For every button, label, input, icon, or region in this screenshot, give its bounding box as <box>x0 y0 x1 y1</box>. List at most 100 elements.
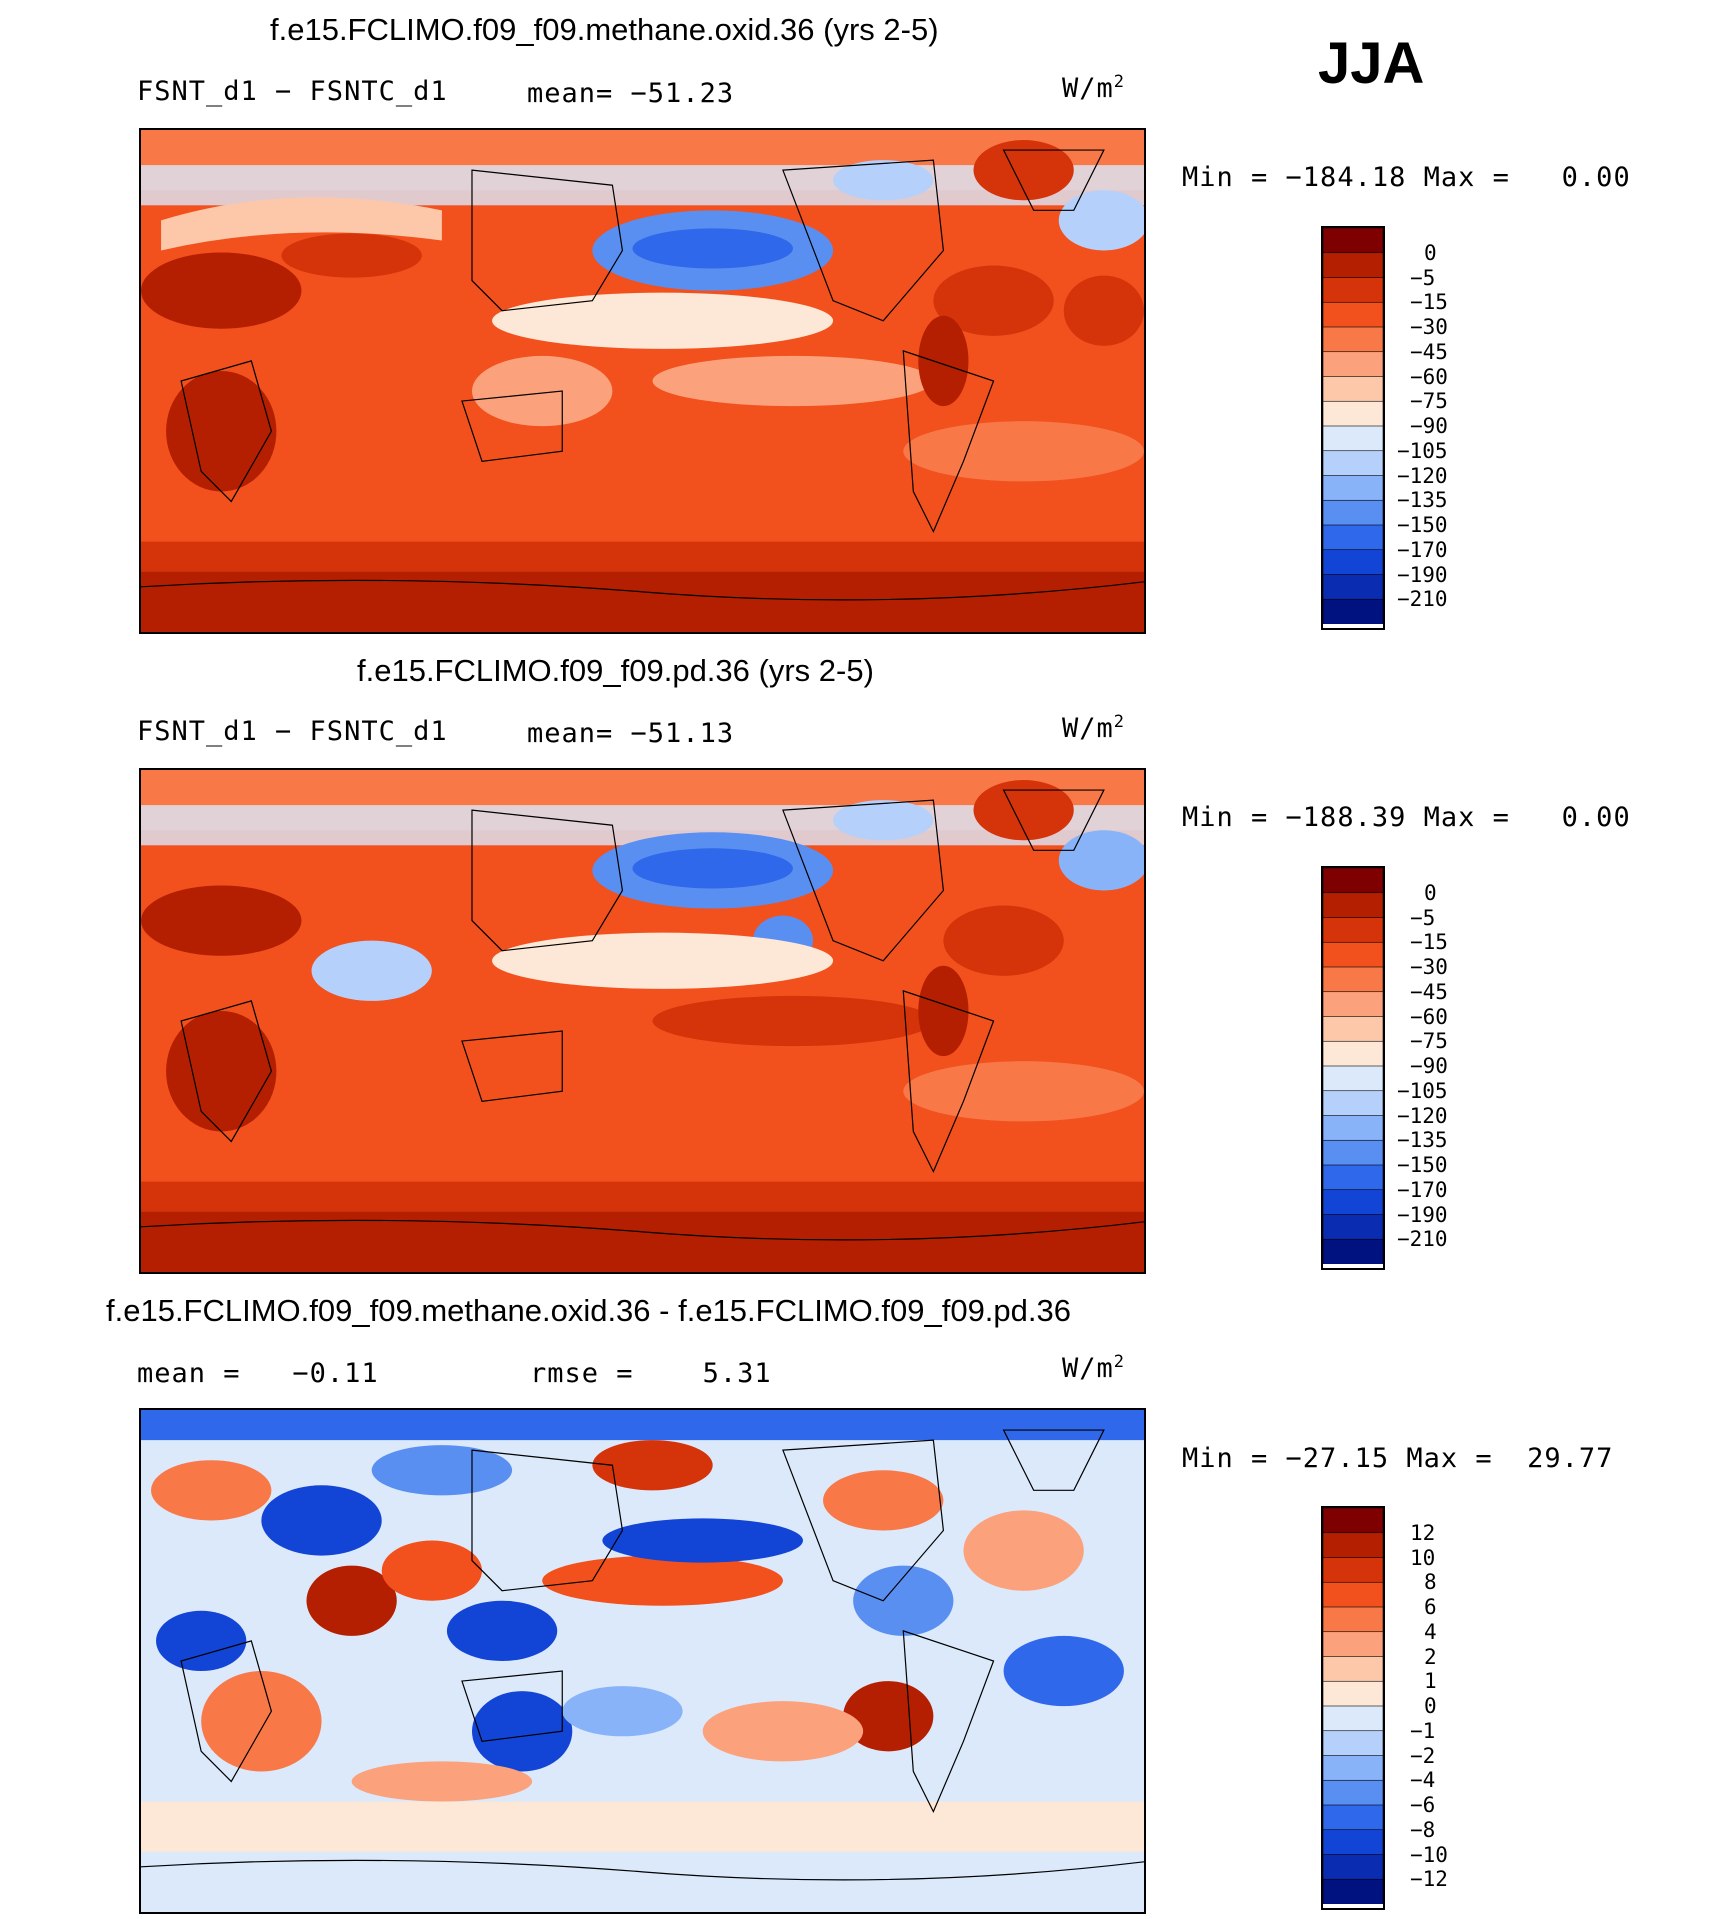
colorbar-swatch <box>1322 1804 1384 1831</box>
colorbar-label: −190 <box>1397 562 1448 587</box>
colorbar-swatch <box>1322 475 1384 502</box>
colorbar-swatch <box>1322 1854 1384 1881</box>
panel3-colorbar-swatches <box>1322 1507 1384 1905</box>
colorbar-label: −30 <box>1410 315 1448 339</box>
panel3-mean: mean = −0.11 <box>137 1358 379 1389</box>
colorbar-swatch <box>1322 524 1384 551</box>
colorbar-swatch <box>1322 892 1384 919</box>
colorbar-swatch <box>1322 1189 1384 1216</box>
colorbar-label: −2 <box>1410 1743 1436 1768</box>
colorbar-swatch <box>1322 252 1384 279</box>
panel1-mean: mean= −51.23 <box>527 78 735 109</box>
colorbar-swatch <box>1322 227 1384 254</box>
panel2-variable: FSNT_d1 − FSNTC_d1 <box>137 716 448 747</box>
colorbar-swatch <box>1322 499 1384 526</box>
panel1-variable: FSNT_d1 − FSNTC_d1 <box>137 76 448 107</box>
panel1-colorbar <box>1321 226 1385 630</box>
panel2-title: f.e15.FCLIMO.f09_f09.pd.36 (yrs 2-5) <box>357 653 874 688</box>
panel1-units: W/m2 <box>1062 72 1126 104</box>
colorbar-label: 1 <box>1424 1669 1437 1694</box>
colorbar-swatch <box>1322 326 1384 353</box>
colorbar-label: −45 <box>1410 339 1448 364</box>
colorbar-label: −135 <box>1397 1128 1448 1153</box>
colorbar-swatch <box>1322 425 1384 452</box>
colorbar-label: −90 <box>1410 414 1448 438</box>
panel2-mean: mean= −51.13 <box>527 718 735 749</box>
colorbar-swatch <box>1322 1631 1384 1658</box>
colorbar-label: −170 <box>1397 1177 1448 1202</box>
colorbar-swatch <box>1322 1779 1384 1806</box>
colorbar-label: −8 <box>1410 1817 1436 1842</box>
panel1-minmax: Min = −184.18 Max = 0.00 <box>1182 162 1631 193</box>
season-label: JJA <box>1318 31 1425 96</box>
colorbar-label: −210 <box>1397 1227 1448 1252</box>
colorbar-label: −210 <box>1397 587 1448 612</box>
colorbar-swatch <box>1322 376 1384 403</box>
colorbar-label: −120 <box>1397 1103 1448 1128</box>
colorbar-label: 10 <box>1410 1545 1436 1570</box>
colorbar-swatch <box>1322 400 1384 427</box>
colorbar-label: −120 <box>1397 463 1448 488</box>
panel3-title: f.e15.FCLIMO.f09_f09.methane.oxid.36 - f… <box>106 1293 1071 1328</box>
colorbar-label: −5 <box>1410 905 1436 930</box>
colorbar-label: −1 <box>1410 1718 1436 1743</box>
colorbar-swatch <box>1322 351 1384 378</box>
colorbar-swatch <box>1322 991 1384 1018</box>
colorbar-label: 0 <box>1424 880 1437 905</box>
colorbar-swatch <box>1322 598 1384 625</box>
colorbar-label: 0 <box>1424 240 1437 265</box>
colorbar-swatch <box>1322 1115 1384 1142</box>
colorbar-label: 6 <box>1424 1595 1437 1619</box>
colorbar-label: −4 <box>1410 1768 1436 1793</box>
colorbar-label: −150 <box>1397 513 1448 537</box>
colorbar-swatch <box>1322 1214 1384 1241</box>
colorbar-label: −60 <box>1410 364 1448 389</box>
colorbar-swatch <box>1322 1090 1384 1117</box>
panel3-map <box>139 1408 1146 1914</box>
panel3-rmse: rmse = 5.31 <box>530 1358 772 1389</box>
colorbar-label: −10 <box>1410 1842 1448 1867</box>
colorbar-label: −90 <box>1410 1054 1448 1078</box>
colorbar-label: 12 <box>1410 1520 1436 1545</box>
colorbar-swatch <box>1322 966 1384 993</box>
colorbar-label: −30 <box>1410 955 1448 979</box>
colorbar-swatch <box>1322 1557 1384 1584</box>
colorbar-swatch <box>1322 1606 1384 1633</box>
colorbar-swatch <box>1322 277 1384 304</box>
colorbar-swatch <box>1322 1139 1384 1166</box>
panel1-title: f.e15.FCLIMO.f09_f09.methane.oxid.36 (yr… <box>270 12 939 47</box>
colorbar-label: −105 <box>1397 1078 1448 1103</box>
colorbar-swatch <box>1322 1040 1384 1067</box>
colorbar-label: −135 <box>1397 488 1448 513</box>
colorbar-swatch <box>1322 1829 1384 1856</box>
colorbar-label: 4 <box>1424 1619 1437 1644</box>
colorbar-swatch <box>1322 1656 1384 1683</box>
colorbar-label: −60 <box>1410 1004 1448 1029</box>
colorbar-swatch <box>1322 941 1384 968</box>
colorbar-swatch <box>1322 450 1384 477</box>
colorbar-swatch <box>1322 1065 1384 1092</box>
colorbar-swatch <box>1322 1730 1384 1757</box>
colorbar-swatch <box>1322 867 1384 894</box>
colorbar-swatch <box>1322 1581 1384 1608</box>
colorbar-swatch <box>1322 574 1384 601</box>
colorbar-label: −45 <box>1410 979 1448 1004</box>
colorbar-label: −190 <box>1397 1202 1448 1227</box>
colorbar-label: 2 <box>1424 1644 1437 1669</box>
panel3-units: W/m2 <box>1062 1352 1126 1384</box>
panel3-minmax: Min = −27.15 Max = 29.77 <box>1182 1443 1614 1474</box>
colorbar-label: −5 <box>1410 265 1436 290</box>
panel2-colorbar <box>1321 866 1385 1270</box>
colorbar-swatch <box>1322 917 1384 944</box>
colorbar-swatch <box>1322 1507 1384 1534</box>
panel1-colorbar-swatches <box>1322 227 1384 625</box>
colorbar-swatch <box>1322 1680 1384 1707</box>
colorbar-label: −15 <box>1410 930 1448 955</box>
colorbar-label: −12 <box>1410 1867 1448 1892</box>
colorbar-swatch <box>1322 1016 1384 1043</box>
colorbar-swatch <box>1322 1705 1384 1732</box>
colorbar-swatch <box>1322 1532 1384 1559</box>
colorbar-swatch <box>1322 549 1384 576</box>
colorbar-label: −75 <box>1410 389 1448 414</box>
panel2-units: W/m2 <box>1062 712 1126 744</box>
